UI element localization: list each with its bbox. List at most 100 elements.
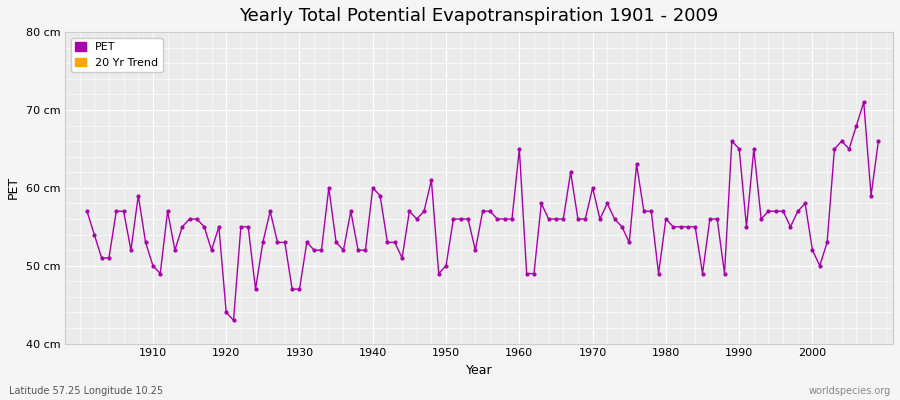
Point xyxy=(761,208,776,214)
Legend: PET, 20 Yr Trend: PET, 20 Yr Trend xyxy=(70,38,163,72)
Point xyxy=(454,216,468,222)
Point xyxy=(219,309,233,316)
Point xyxy=(388,239,402,246)
Point xyxy=(776,208,790,214)
Point xyxy=(615,224,629,230)
Point xyxy=(593,216,608,222)
Point xyxy=(806,247,820,253)
Point xyxy=(94,255,109,261)
Point xyxy=(256,239,270,246)
Point xyxy=(87,231,102,238)
Point xyxy=(783,224,797,230)
Point xyxy=(123,247,138,253)
Point xyxy=(871,138,886,144)
Point xyxy=(710,216,724,222)
Point xyxy=(491,216,505,222)
Point xyxy=(424,177,438,183)
Point xyxy=(410,216,424,222)
Point xyxy=(585,185,599,191)
Point xyxy=(344,208,358,214)
Point xyxy=(747,146,761,152)
Point xyxy=(813,262,827,269)
Point xyxy=(556,216,571,222)
Point xyxy=(461,216,475,222)
Point xyxy=(153,270,167,277)
Title: Yearly Total Potential Evapotranspiration 1901 - 2009: Yearly Total Potential Evapotranspiratio… xyxy=(239,7,718,25)
Point xyxy=(864,192,878,199)
Point xyxy=(834,138,849,144)
Point xyxy=(608,216,622,222)
Point xyxy=(204,247,219,253)
Point xyxy=(314,247,328,253)
Point xyxy=(475,208,490,214)
Point xyxy=(571,216,585,222)
Point xyxy=(190,216,204,222)
Point xyxy=(116,208,130,214)
Point xyxy=(234,224,248,230)
Point xyxy=(277,239,292,246)
Point xyxy=(850,122,864,129)
Point xyxy=(769,208,783,214)
Point xyxy=(395,255,410,261)
Point xyxy=(351,247,365,253)
Point xyxy=(754,216,769,222)
Point xyxy=(197,224,211,230)
Point xyxy=(659,216,673,222)
Point xyxy=(285,286,300,292)
Point xyxy=(439,262,454,269)
Point xyxy=(724,138,739,144)
Point xyxy=(248,286,263,292)
Point xyxy=(109,208,123,214)
Point xyxy=(446,216,461,222)
Point xyxy=(680,224,695,230)
Point xyxy=(337,247,351,253)
Point xyxy=(417,208,431,214)
Point xyxy=(798,200,813,207)
Point xyxy=(703,216,717,222)
Point xyxy=(139,239,153,246)
Point xyxy=(512,146,526,152)
Point xyxy=(827,146,842,152)
Point xyxy=(300,239,314,246)
Point xyxy=(212,224,226,230)
Point xyxy=(358,247,373,253)
Point xyxy=(563,169,578,176)
Point xyxy=(402,208,417,214)
Point xyxy=(328,239,343,246)
Point xyxy=(102,255,116,261)
Point xyxy=(468,247,482,253)
Point xyxy=(717,270,732,277)
Point xyxy=(183,216,197,222)
Point xyxy=(270,239,284,246)
X-axis label: Year: Year xyxy=(465,364,492,377)
Text: worldspecies.org: worldspecies.org xyxy=(809,386,891,396)
Y-axis label: PET: PET xyxy=(7,176,20,200)
Point xyxy=(652,270,666,277)
Point xyxy=(519,270,534,277)
Point xyxy=(790,208,805,214)
Point xyxy=(505,216,519,222)
Point xyxy=(732,146,746,152)
Point xyxy=(549,216,563,222)
Point xyxy=(167,247,182,253)
Point xyxy=(820,239,834,246)
Point xyxy=(365,185,380,191)
Point xyxy=(696,270,710,277)
Point xyxy=(636,208,651,214)
Point xyxy=(160,208,175,214)
Point xyxy=(542,216,556,222)
Point xyxy=(857,99,871,105)
Point xyxy=(644,208,659,214)
Point xyxy=(600,200,615,207)
Point xyxy=(673,224,688,230)
Point xyxy=(526,270,541,277)
Text: Latitude 57.25 Longitude 10.25: Latitude 57.25 Longitude 10.25 xyxy=(9,386,163,396)
Point xyxy=(498,216,512,222)
Point xyxy=(321,185,336,191)
Point xyxy=(307,247,321,253)
Point xyxy=(146,262,160,269)
Point xyxy=(175,224,189,230)
Point xyxy=(263,208,277,214)
Point xyxy=(292,286,307,292)
Point xyxy=(578,216,592,222)
